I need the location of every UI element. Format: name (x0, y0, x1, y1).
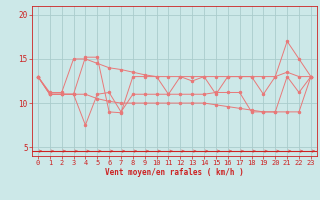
X-axis label: Vent moyen/en rafales ( km/h ): Vent moyen/en rafales ( km/h ) (105, 168, 244, 177)
